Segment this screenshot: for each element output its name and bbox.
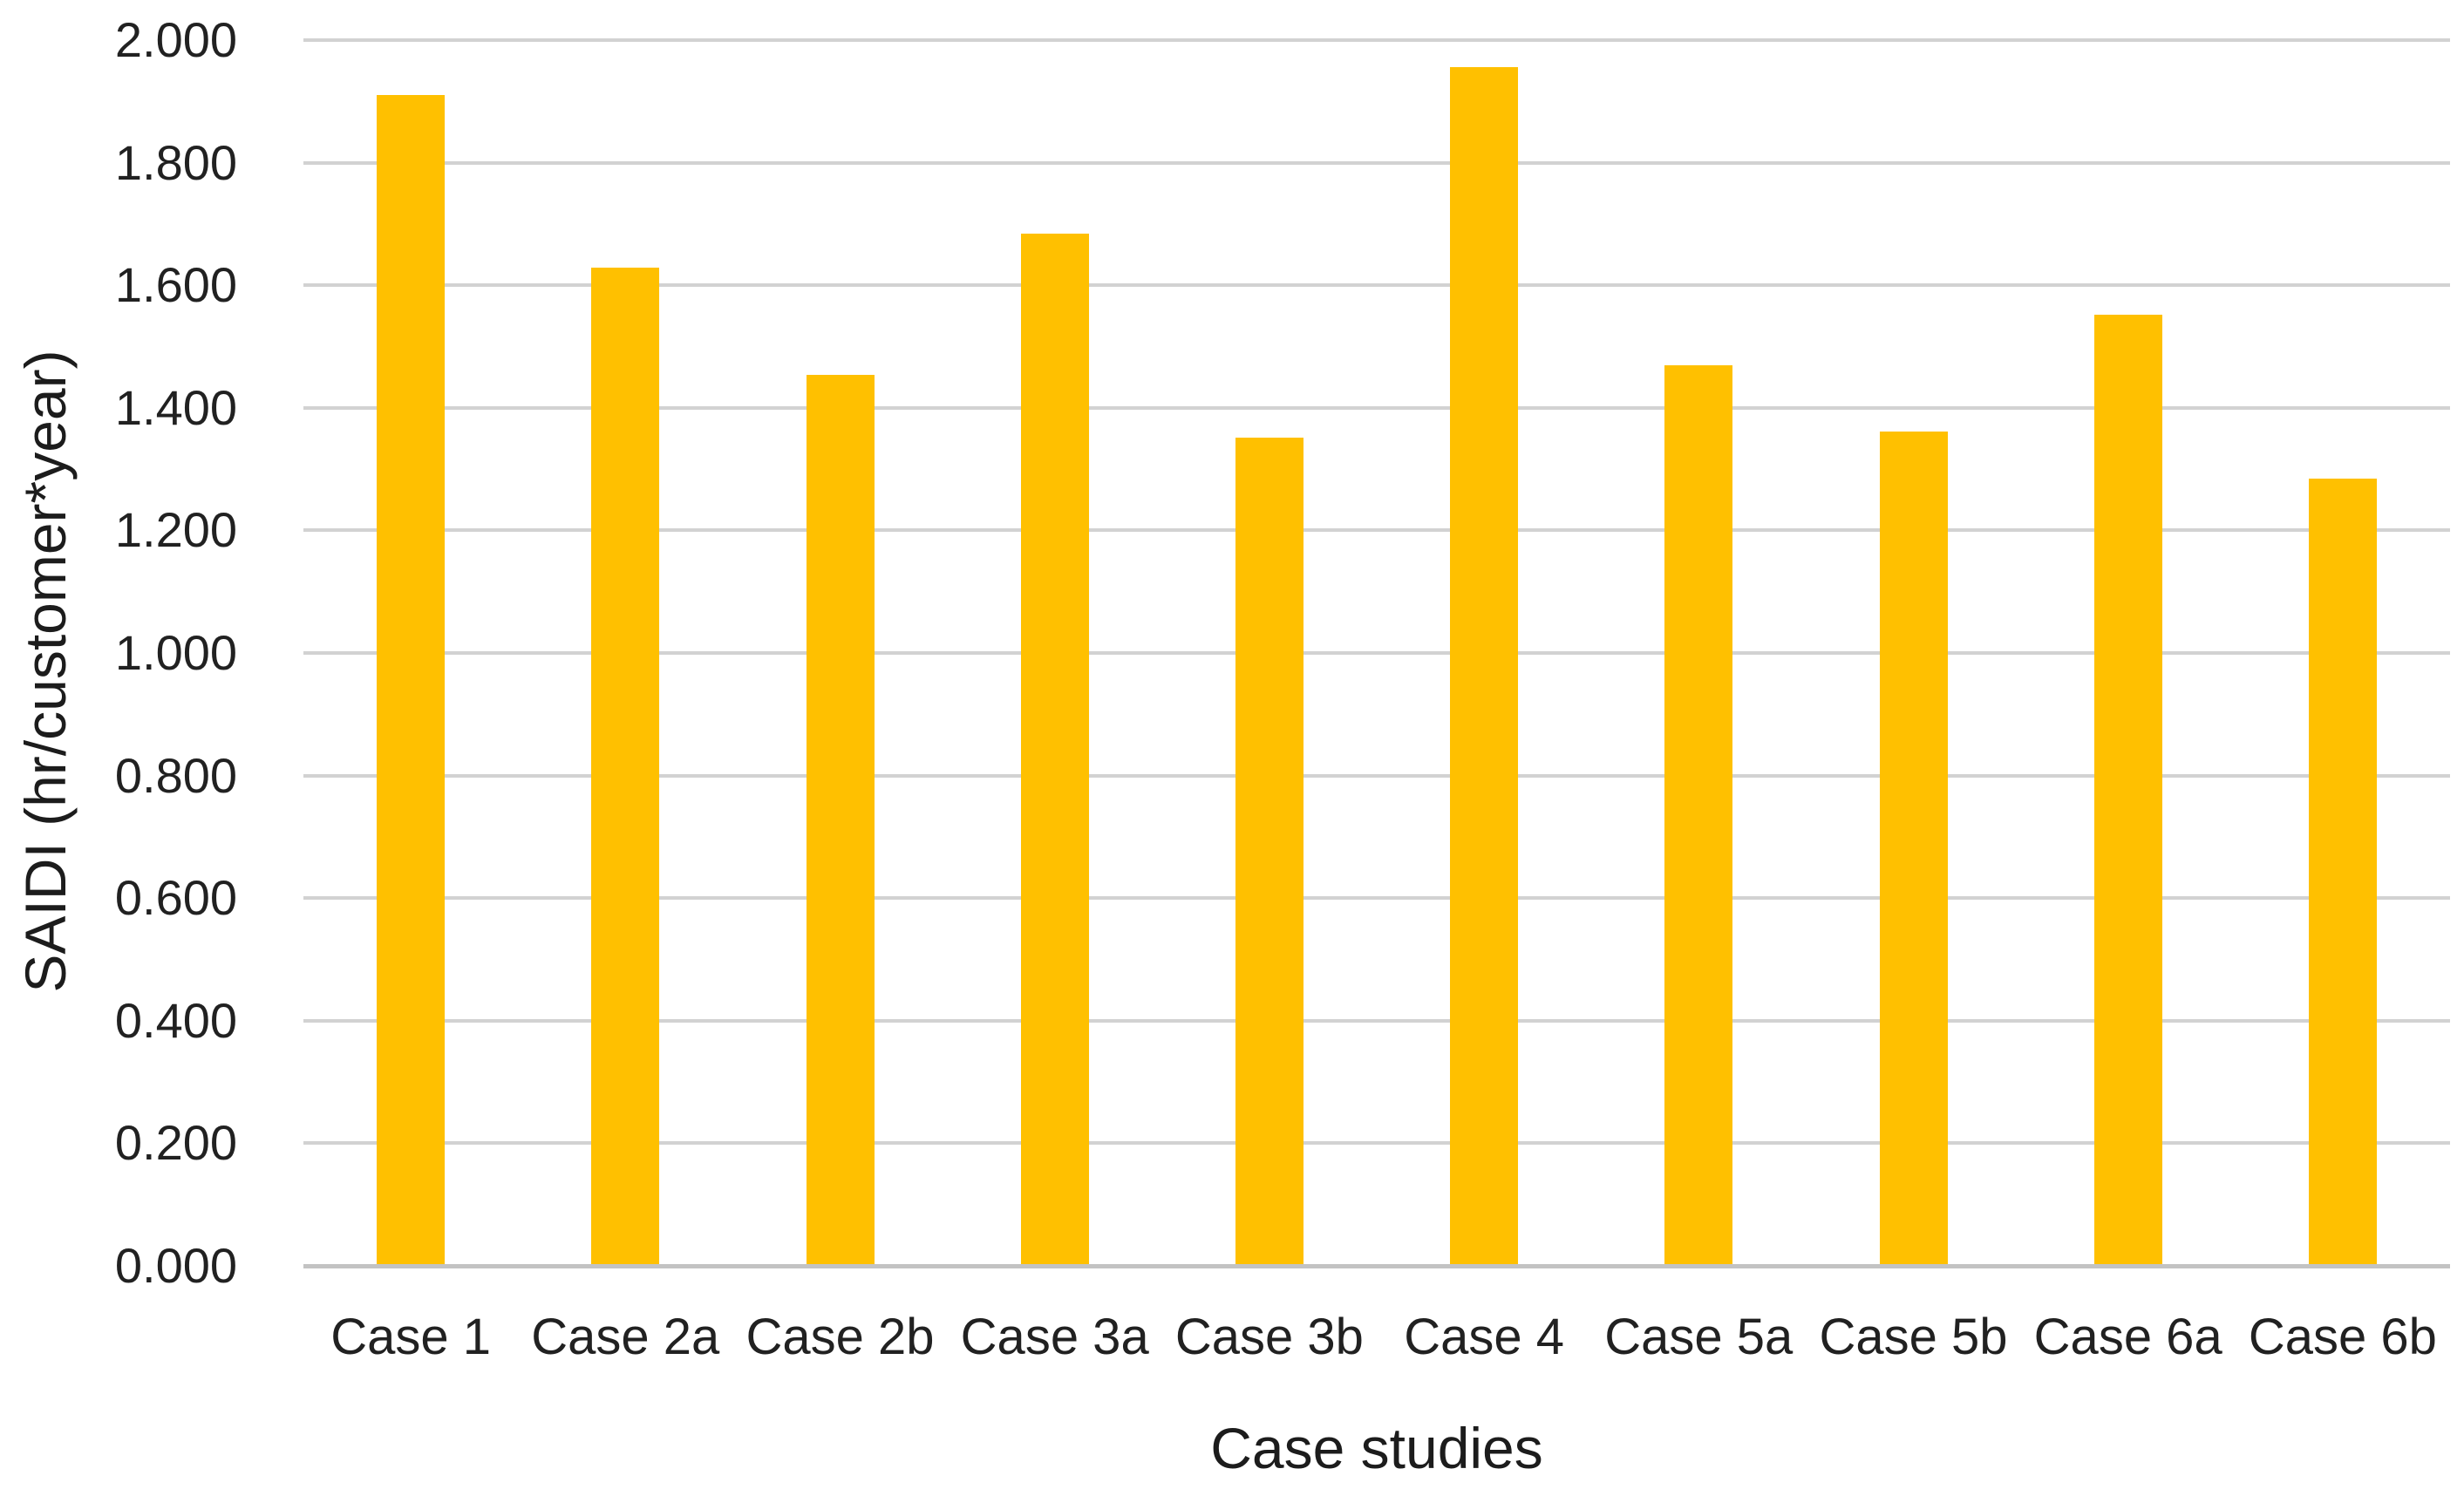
x-tick-label-case-1: Case 1	[330, 1309, 491, 1365]
gridline-1.200	[303, 528, 2450, 533]
x-axis-title: Case studies	[1210, 1416, 1543, 1480]
gridline-0.800	[303, 773, 2450, 778]
x-tick-label-case-2a: Case 2a	[531, 1309, 720, 1365]
bar-case-1	[377, 94, 446, 1266]
bar-case-5b	[1879, 431, 1948, 1266]
gridline-1.000	[303, 651, 2450, 655]
y-tick-label-0.200: 0.200	[114, 1115, 237, 1171]
x-tick-label-case-6b: Case 6b	[2248, 1309, 2437, 1365]
bar-case-4	[1450, 66, 1519, 1266]
x-tick-label-case-2b: Case 2b	[745, 1309, 935, 1365]
x-tick-label-case-4: Case 4	[1404, 1309, 1564, 1365]
bar-case-6a	[2093, 314, 2162, 1266]
y-tick-label-0.600: 0.600	[114, 870, 237, 926]
y-tick-label-1.400: 1.400	[114, 379, 237, 435]
bar-case-5a	[1664, 365, 1733, 1266]
x-tick-label-case-3b: Case 3b	[1174, 1309, 1364, 1365]
y-tick-label-0.400: 0.400	[114, 992, 237, 1048]
gridline-1.600	[303, 283, 2450, 288]
bar-case-6b	[2308, 479, 2377, 1266]
x-axis-line	[303, 1264, 2450, 1268]
y-tick-label-0.800: 0.800	[114, 747, 237, 803]
gridline-0.400	[303, 1018, 2450, 1023]
y-tick-label-1.000: 1.000	[114, 625, 237, 680]
y-tick-label-1.800: 1.800	[114, 134, 237, 190]
y-tick-label-1.600: 1.600	[114, 257, 237, 313]
y-tick-label-1.200: 1.200	[114, 502, 237, 558]
x-tick-label-case-5b: Case 5b	[1819, 1309, 2008, 1365]
gridline-0.200	[303, 1141, 2450, 1146]
gridline-2.000	[303, 38, 2450, 42]
y-tick-label-0.000: 0.000	[114, 1238, 237, 1293]
bar-case-3a	[1020, 234, 1089, 1266]
bar-case-2b	[806, 374, 875, 1266]
gridline-1.800	[303, 160, 2450, 165]
y-tick-label-2.000: 2.000	[114, 12, 237, 67]
gridline-1.400	[303, 405, 2450, 410]
plot-area	[303, 38, 2450, 1268]
x-tick-label-case-5a: Case 5a	[1604, 1309, 1794, 1365]
gridline-0.600	[303, 896, 2450, 901]
x-tick-label-case-3a: Case 3a	[960, 1309, 1149, 1365]
bar-case-3b	[1235, 438, 1303, 1266]
bar-case-2a	[591, 267, 660, 1266]
x-tick-label-case-6a: Case 6a	[2033, 1309, 2222, 1365]
